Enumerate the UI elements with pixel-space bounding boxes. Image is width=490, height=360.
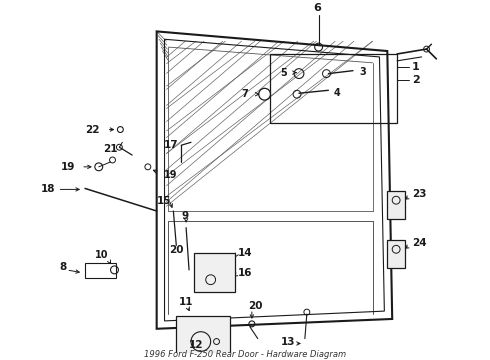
Bar [176, 316, 230, 360]
Text: 5: 5 [280, 68, 287, 78]
Text: 8: 8 [59, 262, 67, 272]
Bar [85, 263, 117, 278]
Text: 20: 20 [248, 301, 263, 311]
Text: 6: 6 [314, 3, 321, 13]
Text: 15: 15 [157, 196, 171, 206]
Bar [387, 240, 405, 268]
Text: 21: 21 [103, 144, 117, 154]
Text: 1996 Ford F-250 Rear Door - Hardware Diagram: 1996 Ford F-250 Rear Door - Hardware Dia… [144, 350, 346, 359]
Text: 14: 14 [238, 248, 253, 258]
Bar [194, 253, 235, 292]
Text: 19: 19 [164, 170, 177, 180]
Bar [387, 192, 405, 219]
Text: 2: 2 [412, 76, 419, 85]
Text: 10: 10 [95, 250, 108, 260]
Text: 7: 7 [241, 89, 248, 99]
Text: 1: 1 [412, 62, 419, 72]
Text: 19: 19 [60, 162, 75, 172]
Text: 20: 20 [170, 245, 184, 255]
Text: 23: 23 [412, 189, 426, 199]
Text: 24: 24 [412, 238, 426, 248]
Text: 16: 16 [238, 268, 253, 278]
Text: 9: 9 [181, 211, 188, 221]
Text: 4: 4 [333, 88, 340, 98]
Text: 3: 3 [360, 67, 367, 77]
Text: 18: 18 [41, 184, 55, 194]
Text: 22: 22 [85, 125, 99, 135]
Text: 17: 17 [164, 140, 178, 150]
Text: 11: 11 [179, 297, 194, 307]
Bar [270, 54, 397, 123]
Text: 12: 12 [189, 341, 203, 350]
Text: 13: 13 [281, 337, 296, 347]
